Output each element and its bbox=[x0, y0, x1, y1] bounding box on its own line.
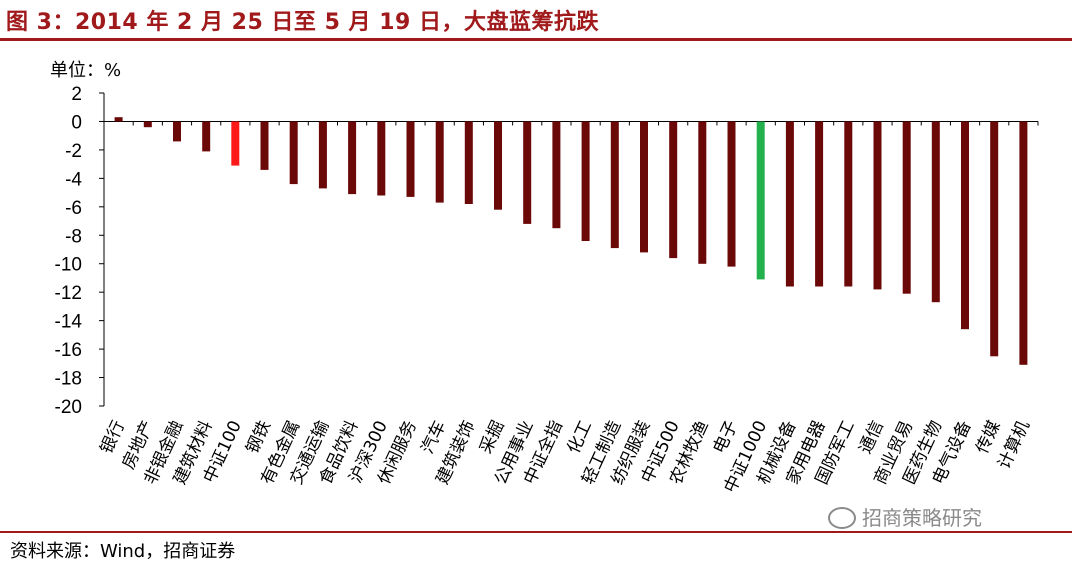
bar-沪深300 bbox=[377, 121, 386, 196]
bar-电气设备 bbox=[961, 121, 969, 330]
bar-银行 bbox=[114, 117, 123, 122]
source-rule bbox=[0, 531, 1072, 533]
bar-轻工制造 bbox=[610, 121, 619, 249]
bar-电子 bbox=[727, 121, 736, 267]
y-tick-label: -6 bbox=[65, 198, 82, 219]
y-tick-label: -8 bbox=[65, 226, 82, 247]
bars bbox=[114, 117, 1028, 365]
axes: 2 0 -2 -4 -6 -8 -10 -12 -14 -16 -18 -20 bbox=[55, 84, 1039, 418]
bar-中证500 bbox=[669, 121, 678, 259]
y-tick-label: 0 bbox=[71, 112, 82, 133]
bar-中证100 bbox=[231, 121, 240, 166]
bar-传媒 bbox=[990, 121, 999, 357]
x-tick-labels: 银行房地产非银金融建筑材料中证100钢铁有色金属交通运输食品饮料沪深300休闲服… bbox=[97, 418, 1034, 497]
y-tick-label: -20 bbox=[55, 397, 82, 418]
y-tick-label: 2 bbox=[71, 84, 82, 105]
y-tick-label: -16 bbox=[55, 340, 82, 361]
bar-通信 bbox=[873, 121, 882, 290]
bar-非银金融 bbox=[173, 121, 181, 142]
bar-汽车 bbox=[435, 121, 444, 203]
bar-化工 bbox=[581, 121, 590, 241]
y-tick-label: -12 bbox=[55, 283, 82, 304]
bar-休闲服务 bbox=[406, 121, 415, 197]
bar-钢铁 bbox=[260, 121, 269, 170]
bar-中证全指 bbox=[552, 121, 561, 229]
bar-建筑材料 bbox=[202, 121, 211, 152]
bar-国防军工 bbox=[844, 121, 853, 287]
bar-有色金属 bbox=[289, 121, 298, 185]
bar-交通运输 bbox=[318, 121, 327, 189]
y-tick-label: -4 bbox=[65, 169, 82, 190]
y-tick-label: -2 bbox=[65, 141, 82, 162]
bar-商业贸易 bbox=[902, 121, 911, 294]
bar-中证1000 bbox=[756, 121, 765, 280]
bar-机械设备 bbox=[785, 121, 794, 287]
bar-房地产 bbox=[143, 121, 152, 128]
unit-label: 单位：% bbox=[50, 60, 122, 81]
y-tick-label: -18 bbox=[55, 369, 82, 390]
y-tick-label: -10 bbox=[55, 255, 82, 276]
bar-家用电器 bbox=[815, 121, 824, 287]
bar-采掘 bbox=[494, 121, 502, 210]
bar-农林牧渔 bbox=[698, 121, 707, 264]
wechat-icon bbox=[828, 506, 856, 529]
title-rule bbox=[0, 38, 1072, 41]
bar-医药生物 bbox=[931, 121, 940, 303]
y-tick-label: -14 bbox=[55, 312, 83, 333]
bar-建筑装饰 bbox=[464, 121, 473, 204]
bar-公用事业 bbox=[523, 121, 532, 224]
bar-纺织服装 bbox=[640, 121, 648, 253]
chart-title: 图 3：2014 年 2 月 25 日至 5 月 19 日，大盘蓝筹抗跌 bbox=[6, 10, 599, 35]
watermark: 招商策略研究 bbox=[828, 502, 982, 531]
source-note: 资料来源：Wind，招商证券 bbox=[10, 541, 236, 562]
bar-计算机 bbox=[1019, 121, 1028, 365]
bar-食品饮料 bbox=[348, 121, 357, 195]
watermark-text: 招商策略研究 bbox=[862, 506, 982, 530]
